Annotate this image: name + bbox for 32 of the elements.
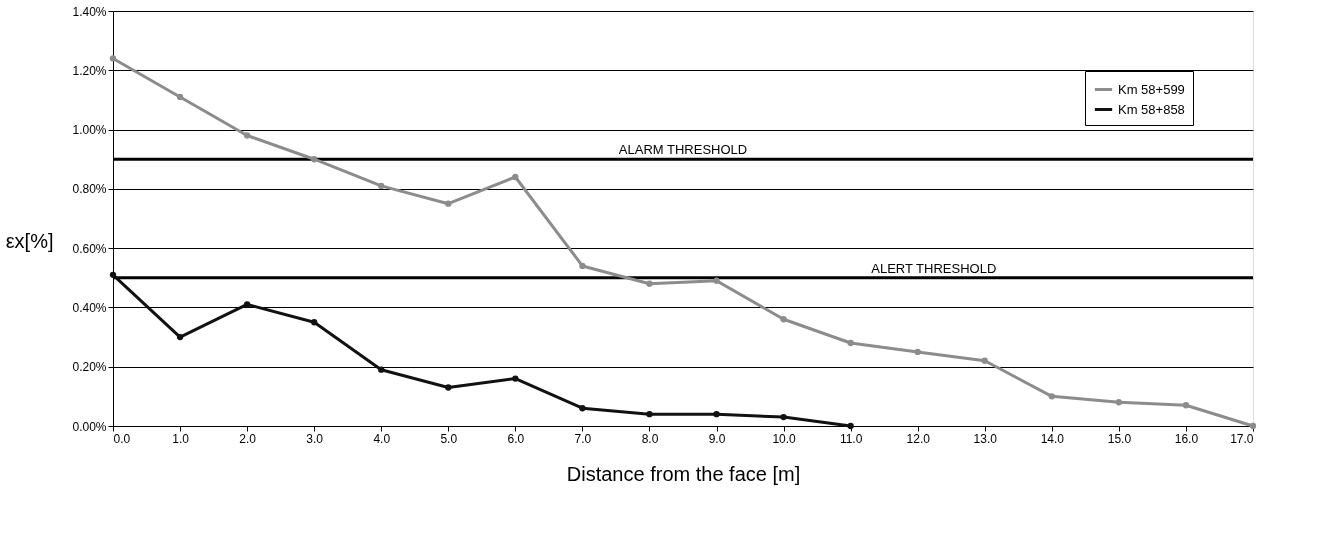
x-tick-label: 6.0 <box>507 431 525 446</box>
ref-line-label: ALARM THRESHOLD <box>618 142 748 158</box>
x-tick-label: 14.0 <box>1040 431 1065 446</box>
x-tick-label: 17.0 <box>1230 431 1254 446</box>
x-tick-label: 16.0 <box>1174 431 1199 446</box>
x-tick-label: 3.0 <box>306 431 324 446</box>
x-tick-label: 8.0 <box>641 431 659 446</box>
x-tick-label: 12.0 <box>906 431 931 446</box>
x-tick-label: 4.0 <box>373 431 391 446</box>
x-tick-label: 13.0 <box>973 431 998 446</box>
y-tick-label: 0.40% <box>72 300 107 315</box>
x-tick-label: 5.0 <box>440 431 458 446</box>
x-tick-label: 2.0 <box>239 431 257 446</box>
y-axis-title: εx[%] <box>5 229 54 252</box>
ref-line-label: ALERT THRESHOLD <box>871 260 997 276</box>
legend-label: Km 58+599 <box>1118 81 1185 97</box>
x-axis-title: Distance from the face [m] <box>566 462 801 485</box>
y-tick-label: 1.20% <box>72 63 107 78</box>
y-tick-label: 0.20% <box>72 360 107 375</box>
x-tick-label: 0.0 <box>113 431 131 446</box>
x-tick-label: 9.0 <box>708 431 726 446</box>
legend-label: Km 58+858 <box>1118 101 1185 117</box>
x-tick-label: 15.0 <box>1107 431 1132 446</box>
y-tick-label: 1.40% <box>72 4 107 19</box>
y-tick-label: 0.60% <box>72 241 107 256</box>
x-tick-label: 10.0 <box>772 431 797 446</box>
x-tick-label: 7.0 <box>574 431 592 446</box>
x-tick-label: 11.0 <box>839 431 863 446</box>
y-tick-label: 0.00% <box>72 419 107 434</box>
x-tick-label: 1.0 <box>172 431 190 446</box>
y-tick-label: 1.00% <box>72 123 107 138</box>
y-tick-label: 0.80% <box>72 182 107 197</box>
